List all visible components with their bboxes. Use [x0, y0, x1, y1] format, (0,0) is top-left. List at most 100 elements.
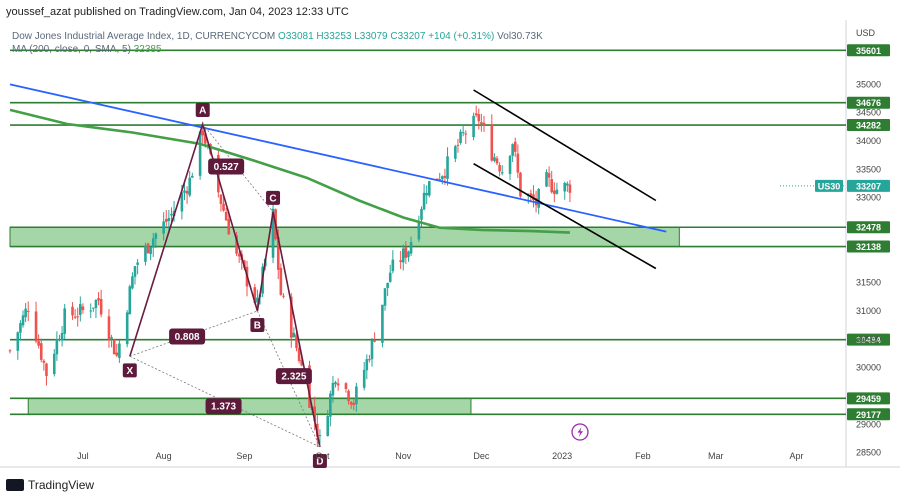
- candle-body: [42, 360, 46, 363]
- footer-brand[interactable]: TradingView: [6, 478, 94, 492]
- candle-body: [472, 115, 475, 138]
- x-tick-Jul: Jul: [77, 451, 89, 461]
- level-label-30494: 30494: [856, 335, 881, 345]
- candle-body: [128, 286, 132, 315]
- candle-body: [500, 172, 504, 174]
- candle-body: [295, 334, 298, 349]
- candle-body: [407, 251, 410, 258]
- candle-body: [336, 383, 340, 386]
- ratio-label-0.527: 0.527: [214, 162, 239, 173]
- candle-body: [461, 132, 465, 134]
- candle-body: [52, 353, 56, 375]
- ma-layer: [9, 108, 570, 234]
- candle-body: [112, 339, 116, 355]
- pattern-point-C: C: [269, 193, 276, 204]
- candle-body: [89, 310, 93, 312]
- level-label-29177: 29177: [856, 410, 881, 420]
- ma-label: MA (200, close, 0, SMA, 5): [12, 44, 131, 55]
- volume-value: Vol30.73K: [497, 31, 543, 42]
- x-tick-Oct: Oct: [316, 451, 331, 461]
- candle-body: [495, 158, 499, 164]
- candle-body: [529, 193, 533, 196]
- candle-body: [60, 332, 64, 340]
- pattern-point-A: A: [199, 106, 206, 117]
- time-axis[interactable]: Jul Aug Sep Oct Nov Dec 2023 Feb Mar Apr: [77, 451, 803, 461]
- channel-upper-line: [473, 89, 657, 202]
- candle-body: [386, 282, 389, 289]
- candle-body: [222, 203, 225, 211]
- candle-body: [362, 369, 366, 388]
- candle-body: [513, 141, 517, 152]
- candle-body: [297, 347, 301, 361]
- candle-body: [373, 340, 376, 342]
- x-tick-Feb: Feb: [635, 451, 651, 461]
- pattern-point-box-D: [312, 454, 327, 468]
- pattern-point-box-B: [250, 318, 265, 332]
- level-tag-29459: [847, 392, 890, 405]
- close-value: C33207: [390, 31, 426, 42]
- candle-body: [456, 144, 460, 146]
- ratio-box-1.373: [205, 398, 242, 415]
- x-tick-Aug: Aug: [156, 451, 172, 461]
- symbol-tag-box: [815, 179, 843, 192]
- price-axis[interactable]: 28500 29000 30000 30500 31000 31500 33000 33500…: [856, 79, 881, 457]
- x-tick-Apr: Apr: [790, 451, 804, 461]
- candle-body: [151, 238, 155, 248]
- candle-body: [511, 144, 514, 156]
- level-tag-34676: [847, 96, 890, 109]
- candle-body: [55, 339, 59, 355]
- symbol-tag: US30: [818, 181, 841, 191]
- candle-body: [204, 133, 207, 144]
- candle-body: [110, 337, 113, 339]
- candle-body: [443, 175, 447, 178]
- candle-body: [34, 311, 38, 342]
- candle-body: [201, 130, 205, 136]
- candle-body: [97, 298, 100, 301]
- y-tick-28500: 28500: [856, 448, 881, 458]
- candle-body: [79, 304, 82, 315]
- level-tag-29177: [847, 408, 890, 421]
- candle-body: [566, 183, 569, 186]
- candle-body: [355, 386, 358, 405]
- support-zone-2: [27, 397, 472, 415]
- candle-body: [219, 194, 223, 204]
- candle-body: [477, 114, 481, 122]
- candle-body: [474, 113, 478, 116]
- candle-body: [399, 260, 402, 262]
- candle-body: [568, 184, 572, 193]
- candle-body: [352, 403, 356, 406]
- candle-body: [164, 219, 168, 222]
- candle-body: [19, 323, 22, 333]
- ratio-box-0.808: [169, 328, 206, 345]
- candle-body: [428, 181, 431, 196]
- pattern-point-D: D: [316, 457, 323, 468]
- candle-body: [167, 217, 171, 221]
- candle-body: [545, 172, 548, 187]
- candle-body: [555, 189, 559, 194]
- candle-body: [235, 235, 238, 254]
- candle-body: [227, 219, 231, 235]
- candle-body: [92, 307, 95, 309]
- candle-body: [480, 122, 483, 125]
- drawings-layer: [9, 83, 667, 270]
- symbol-legend[interactable]: Dow Jones Industrial Average Index, 1D, …: [12, 31, 543, 42]
- level-label-32478: 32478: [856, 223, 881, 233]
- candle-body: [349, 402, 353, 405]
- flash-icon[interactable]: [571, 423, 589, 441]
- published-line: youssef_azat published on TradingView.co…: [6, 6, 349, 18]
- level-tag-32478: [847, 221, 890, 234]
- x-tick-Sep: Sep: [236, 451, 252, 461]
- ma-legend[interactable]: MA (200, close, 0, SMA, 5) 32385: [12, 44, 162, 55]
- level-label-35601: 35601: [856, 46, 881, 56]
- candle-body: [118, 343, 121, 358]
- candle-body: [45, 363, 48, 377]
- tradingview-logo-icon: [6, 479, 24, 491]
- pattern-point-box-C: [266, 190, 281, 205]
- candle-body: [329, 393, 332, 417]
- candle-body: [180, 192, 184, 212]
- level-tag-34282: [847, 119, 890, 132]
- y-tick-30500: 30500: [856, 334, 881, 344]
- candle-body: [388, 272, 392, 282]
- candle-body: [21, 315, 25, 326]
